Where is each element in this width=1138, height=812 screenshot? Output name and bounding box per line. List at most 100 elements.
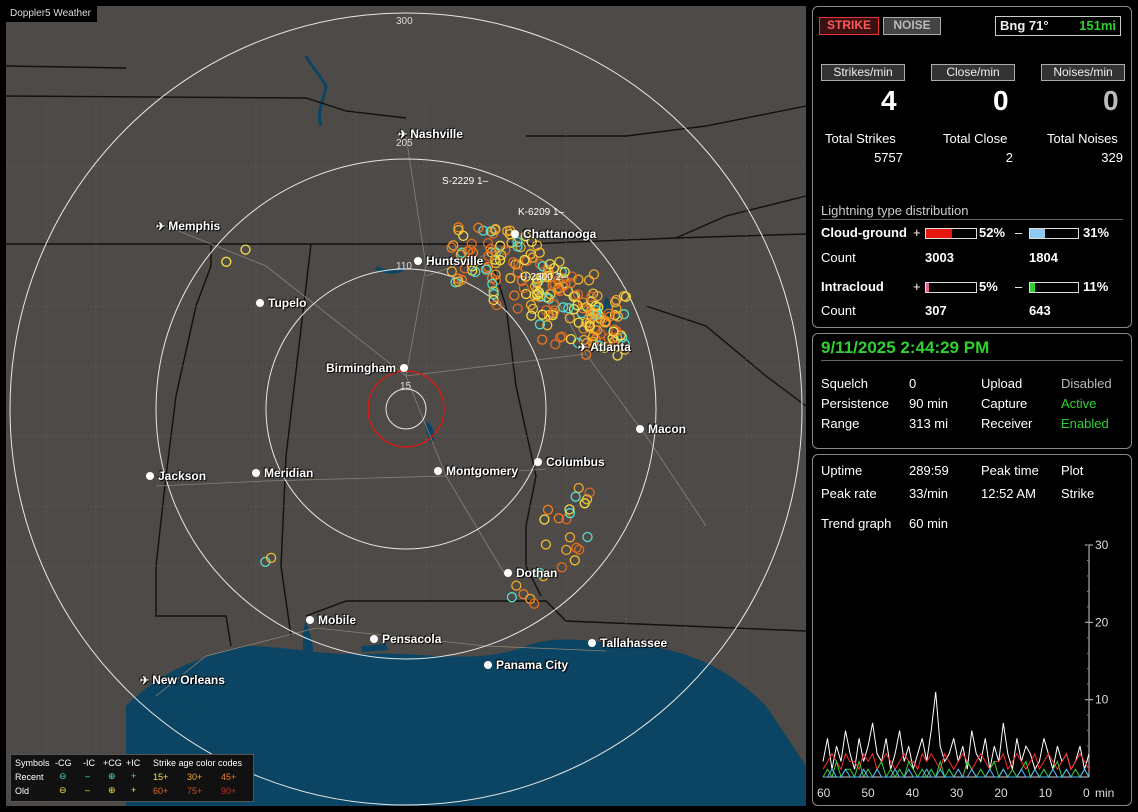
legend-col-label: -CG — [55, 758, 72, 768]
strike-marker — [534, 568, 546, 579]
city-new-orleans: ✈ New Orleans — [140, 673, 225, 687]
age-old-90: 90+ — [221, 786, 237, 796]
strike-button[interactable]: STRIKE — [819, 17, 879, 35]
strike-marker — [500, 244, 511, 256]
upload-label: Upload — [981, 376, 1023, 391]
intracloud-label: Intracloud — [821, 279, 884, 294]
strike-marker — [531, 290, 543, 301]
receiver-value: Enabled — [1061, 416, 1109, 431]
strike-marker — [542, 320, 553, 331]
trend-label: Trend graph — [821, 516, 892, 531]
peak-rate-label: Peak rate — [821, 486, 877, 501]
datetime-display: 9/11/2025 2:44:29 PM — [821, 338, 990, 357]
strike-marker — [572, 289, 584, 300]
city-columbus: Columbus — [534, 455, 605, 469]
minus-icon: – — [1015, 225, 1023, 240]
strike-marker — [559, 266, 570, 278]
map-canvas — [6, 12, 806, 806]
city-dot-icon — [434, 467, 442, 475]
city-dot-icon — [504, 569, 512, 577]
strike-marker — [603, 308, 614, 319]
squelch-label: Squelch — [821, 376, 868, 391]
city-jackson: Jackson — [146, 469, 206, 483]
lightning-map[interactable]: Doppler5 Weather 300 205 110 15 S-2229 1… — [6, 6, 806, 806]
strike-marker — [470, 266, 481, 278]
strike-marker — [537, 309, 548, 320]
x-axis-label: min — [1095, 786, 1114, 800]
strike-marker — [512, 267, 523, 278]
strike-marker — [587, 331, 599, 342]
ic-neg-pct: 11% — [1083, 279, 1109, 294]
ic-neg-count: 643 — [1029, 303, 1051, 318]
sensor-label: S-2229 1– — [442, 176, 489, 187]
strike-marker — [531, 273, 543, 285]
strike-marker — [490, 275, 502, 286]
strike-marker — [539, 514, 550, 525]
strike-marker — [482, 237, 494, 249]
strike-marker — [550, 339, 561, 350]
strike-marker — [619, 344, 630, 355]
persistence-label: Persistence — [821, 396, 889, 411]
strike-marker — [265, 552, 277, 564]
noises-per-min-button[interactable]: Noises/min — [1041, 64, 1125, 81]
total-strikes-value: 5757 — [874, 150, 903, 165]
distribution-title: Lightning type distribution — [821, 203, 969, 218]
age-recent-45: 45+ — [221, 772, 237, 782]
cg-pos-pct: 52% — [979, 225, 1006, 240]
strike-marker — [599, 342, 610, 354]
uptime-value: 289:59 — [909, 463, 949, 478]
map-title: Doppler5 Weather — [6, 6, 97, 22]
strikes-per-min-button[interactable]: Strikes/min — [821, 64, 905, 81]
airport-icon: ✈ — [578, 341, 588, 354]
strike-marker — [563, 303, 574, 314]
ic-pos-recent-icon: + — [131, 771, 137, 781]
strike-marker — [564, 313, 575, 324]
city-dot-icon — [636, 425, 644, 433]
ic-neg-recent-icon: – — [85, 771, 91, 781]
legend-old-label: Old — [15, 786, 30, 796]
range-ring-label: 15 — [400, 381, 412, 392]
bearing-display: Bng 71° 151mi — [995, 16, 1121, 36]
capture-value: Active — [1061, 396, 1097, 411]
receiver-label: Receiver — [981, 416, 1033, 431]
strike-marker — [458, 230, 469, 242]
plot-value[interactable]: Strike — [1061, 486, 1095, 501]
capture-label: Capture — [981, 396, 1028, 411]
strike-marker — [599, 317, 610, 328]
trend-series-line — [822, 691, 1090, 771]
strike-marker — [582, 531, 593, 543]
city-panama-city: Panama City — [484, 658, 568, 672]
city-dot-icon — [146, 472, 154, 480]
strike-marker — [453, 222, 464, 233]
peak-time-label: Peak time — [981, 463, 1039, 478]
strike-marker — [603, 333, 614, 344]
cg-neg-old-icon: ⊖ — [59, 785, 67, 795]
squelch-value: 0 — [909, 376, 917, 391]
strike-marker — [561, 544, 572, 556]
legend-recent-label: Recent — [15, 772, 44, 782]
peak-rate-value: 33/min — [909, 486, 949, 501]
pensacola-bay — [361, 644, 388, 652]
close-per-min-button[interactable]: Close/min — [931, 64, 1015, 81]
y-tick-label: 20 — [1095, 615, 1109, 629]
strike-marker — [570, 491, 581, 502]
strike-marker — [574, 544, 585, 555]
strike-marker — [556, 562, 568, 573]
strike-marker — [456, 274, 467, 286]
strike-marker — [537, 261, 548, 272]
strike-marker — [580, 349, 592, 360]
airport-icon: ✈ — [398, 128, 408, 141]
range-ring-label: 110 — [396, 261, 412, 272]
strike-marker — [508, 257, 519, 268]
strike-marker — [526, 310, 537, 321]
ic-neg-bar — [1029, 282, 1079, 293]
strike-marker — [459, 263, 471, 274]
strike-marker — [467, 261, 478, 272]
cg-pos-bar — [925, 228, 977, 239]
strike-marker — [535, 272, 547, 283]
noise-button[interactable]: NOISE — [883, 17, 941, 35]
strike-marker — [573, 317, 584, 328]
city-macon: Macon — [636, 422, 686, 436]
strike-marker — [609, 297, 621, 308]
strike-marker — [486, 247, 497, 258]
